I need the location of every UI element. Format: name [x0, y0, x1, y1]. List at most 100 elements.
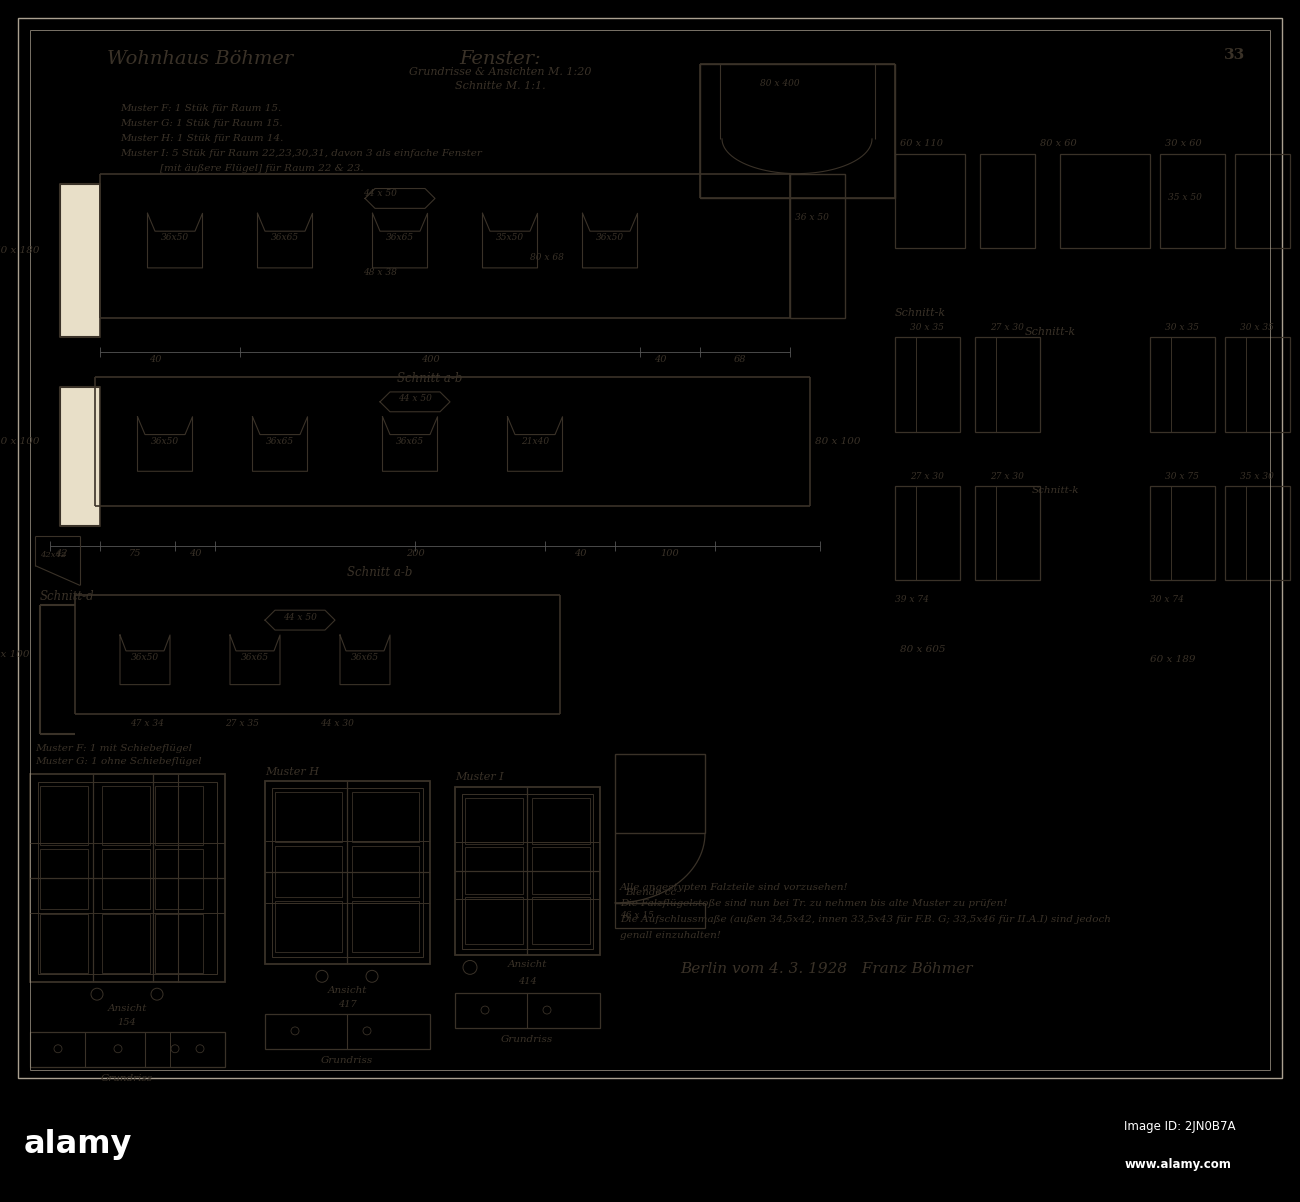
Text: Die Aufschlussmaße (außen 34,5x42, innen 33,5x43 für F.B. G; 33,5x46 für II.A.I): Die Aufschlussmaße (außen 34,5x42, innen…: [620, 915, 1112, 924]
Text: 154: 154: [117, 1018, 136, 1027]
Text: 48 x 38: 48 x 38: [363, 268, 396, 276]
Text: Fenster:: Fenster:: [459, 49, 541, 67]
Bar: [1150, 338, 1216, 432]
Text: 36x50: 36x50: [595, 233, 624, 242]
Bar: [1225, 338, 1290, 432]
Text: Ansicht: Ansicht: [108, 1004, 147, 1013]
Bar: [894, 338, 959, 432]
Bar: [465, 897, 523, 944]
Text: Ansicht: Ansicht: [328, 987, 367, 995]
Bar: [30, 1031, 225, 1066]
Text: 44 x 50: 44 x 50: [283, 613, 317, 621]
Bar: [101, 850, 150, 909]
Bar: [101, 786, 150, 845]
Text: 30 x 74: 30 x 74: [1150, 595, 1184, 605]
Text: Grundriss: Grundriss: [500, 1035, 552, 1043]
Text: 40: 40: [573, 548, 586, 558]
Text: Muster G: 1 Stük für Raum 15.: Muster G: 1 Stük für Raum 15.: [120, 119, 282, 129]
Text: 75: 75: [129, 548, 142, 558]
Bar: [615, 754, 705, 833]
Text: Grundrisse & Ansichten M. 1:20: Grundrisse & Ansichten M. 1:20: [408, 67, 592, 77]
Text: Grundriss: Grundriss: [101, 1073, 153, 1083]
Text: 36x65: 36x65: [266, 436, 294, 446]
Text: 39 x 74: 39 x 74: [894, 595, 930, 605]
Text: 36x65: 36x65: [396, 436, 424, 446]
Bar: [1150, 486, 1216, 581]
Text: 400: 400: [421, 356, 439, 364]
Bar: [60, 184, 100, 338]
Bar: [699, 65, 894, 198]
Text: Muster F: 1 mit Schiebeflügel: Muster F: 1 mit Schiebeflügel: [35, 744, 192, 754]
Text: 27 x 30: 27 x 30: [910, 472, 944, 481]
Text: Muster H: 1 Stük für Raum 14.: Muster H: 1 Stük für Raum 14.: [120, 133, 283, 143]
Text: 27 x 35: 27 x 35: [225, 719, 259, 728]
Bar: [462, 793, 593, 948]
Text: 80 x 60: 80 x 60: [1040, 139, 1076, 148]
Text: Muster G: 1 ohne Schiebeflügel: Muster G: 1 ohne Schiebeflügel: [35, 757, 202, 766]
Bar: [532, 847, 590, 894]
Bar: [60, 387, 100, 525]
Bar: [276, 902, 342, 952]
Bar: [155, 850, 203, 909]
Text: 30 x 60: 30 x 60: [1165, 139, 1201, 148]
Text: Schnitt-k: Schnitt-k: [1031, 486, 1079, 495]
Text: 21x40: 21x40: [521, 436, 549, 446]
Text: 80 x 68: 80 x 68: [530, 252, 564, 262]
Bar: [40, 914, 88, 974]
Bar: [894, 486, 959, 581]
Text: Wohnhaus Böhmer: Wohnhaus Böhmer: [107, 49, 293, 67]
Text: 80 x 605: 80 x 605: [900, 645, 945, 654]
Text: 414: 414: [517, 977, 537, 987]
Bar: [38, 781, 217, 975]
Text: Muster I: Muster I: [455, 772, 503, 783]
Bar: [1060, 154, 1150, 248]
Bar: [465, 798, 523, 844]
Text: Berlin vom 4. 3. 1928   Franz Böhmer: Berlin vom 4. 3. 1928 Franz Böhmer: [680, 963, 972, 976]
Text: 60 x 110: 60 x 110: [900, 139, 942, 148]
Text: 27 x 30: 27 x 30: [991, 323, 1024, 333]
Bar: [465, 847, 523, 894]
Text: 36x50: 36x50: [131, 653, 159, 662]
Bar: [265, 781, 430, 964]
Text: Schnitt-k: Schnitt-k: [894, 308, 946, 317]
Text: 46 x 15: 46 x 15: [620, 911, 654, 920]
Text: Schnitt-d: Schnitt-d: [40, 590, 95, 603]
Text: 36x65: 36x65: [386, 233, 415, 242]
Text: 80 x 100: 80 x 100: [0, 438, 40, 446]
Text: Blende cc: Blende cc: [625, 888, 676, 897]
Text: 36 x 50: 36 x 50: [796, 213, 829, 222]
Text: 80 x 400: 80 x 400: [760, 79, 800, 89]
Bar: [155, 786, 203, 845]
Text: 40: 40: [654, 356, 666, 364]
Text: Ansicht: Ansicht: [507, 960, 547, 970]
Bar: [532, 798, 590, 844]
Bar: [276, 792, 342, 843]
Bar: [455, 787, 601, 956]
Bar: [1160, 154, 1225, 248]
Text: 417: 417: [338, 1000, 356, 1010]
Text: 40 x 100: 40 x 100: [0, 650, 30, 660]
Text: Muster I: 5 Stük für Raum 22,23,30,31, davon 3 als einfache Fenster: Muster I: 5 Stük für Raum 22,23,30,31, d…: [120, 149, 482, 157]
Text: 33: 33: [1225, 48, 1245, 61]
Text: 27 x 30: 27 x 30: [991, 472, 1024, 481]
Text: 36x50: 36x50: [161, 233, 188, 242]
Bar: [790, 173, 845, 317]
Text: 44 x 50: 44 x 50: [363, 189, 396, 198]
Text: 30 x 35: 30 x 35: [910, 323, 944, 333]
Text: 36x65: 36x65: [270, 233, 299, 242]
Text: 42: 42: [55, 548, 68, 558]
Text: genall einzuhalten!: genall einzuhalten!: [620, 930, 722, 940]
Bar: [455, 993, 601, 1028]
Text: 68: 68: [733, 356, 746, 364]
Bar: [30, 774, 225, 982]
Bar: [40, 850, 88, 909]
Text: Die Falzflügelstoße sind nun bei Tr. zu nehmen bis alte Muster zu prüfen!: Die Falzflügelstoße sind nun bei Tr. zu …: [620, 899, 1008, 908]
Text: 100: 100: [660, 548, 680, 558]
Text: 200: 200: [406, 548, 424, 558]
Bar: [532, 897, 590, 944]
Text: Schnitt-k: Schnitt-k: [1024, 327, 1075, 338]
Bar: [894, 154, 965, 248]
Text: 60 x 180: 60 x 180: [0, 245, 40, 255]
Text: 36x65: 36x65: [351, 653, 380, 662]
Bar: [615, 903, 705, 928]
